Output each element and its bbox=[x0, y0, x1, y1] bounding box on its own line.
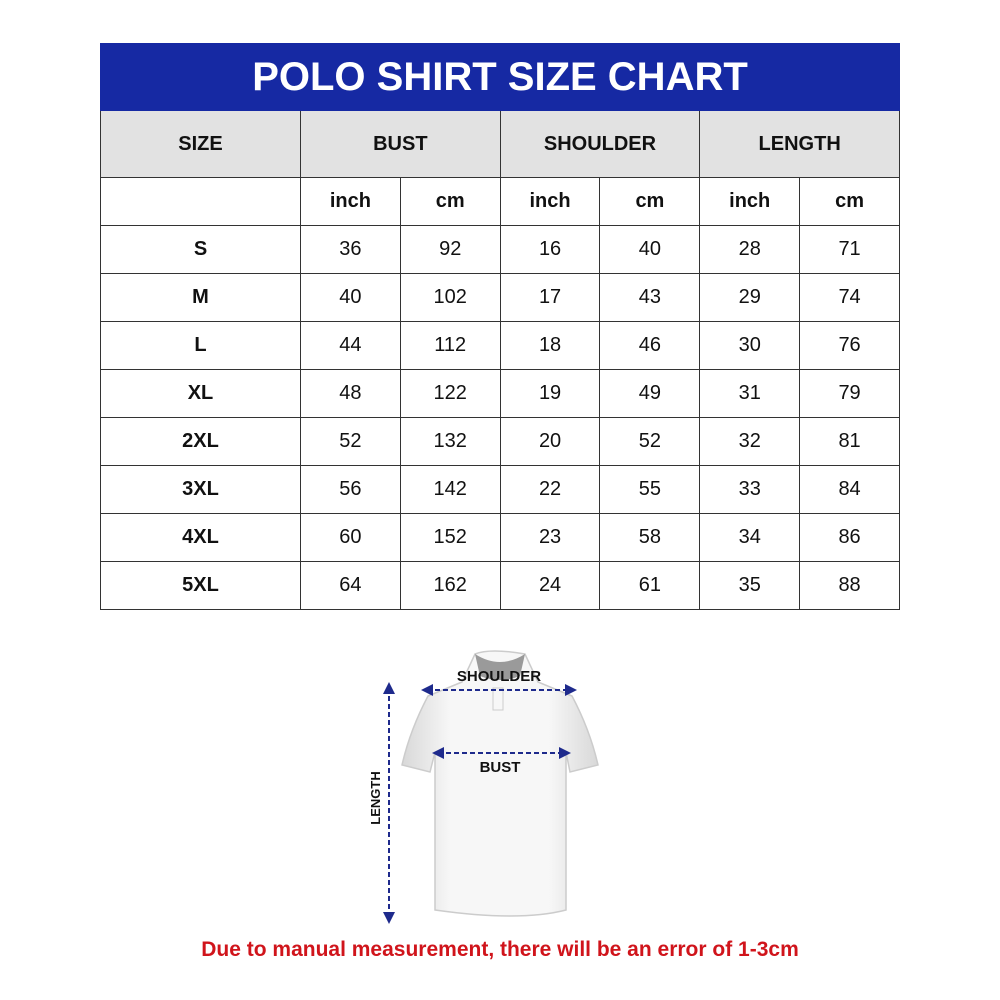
table-row: 3XL 56 142 22 55 33 84 bbox=[100, 465, 900, 514]
value-cell: 17 bbox=[499, 273, 601, 322]
value-cell: 162 bbox=[399, 561, 501, 610]
size-cell: L bbox=[100, 321, 301, 370]
value-cell: 28 bbox=[699, 225, 801, 274]
length-label: LENGTH bbox=[368, 771, 383, 824]
value-cell: 52 bbox=[300, 417, 401, 466]
header-bust: BUST bbox=[300, 110, 501, 178]
size-cell: 4XL bbox=[100, 513, 301, 562]
value-cell: 30 bbox=[699, 321, 801, 370]
value-cell: 40 bbox=[300, 273, 401, 322]
table-row: 2XL 52 132 20 52 32 81 bbox=[100, 417, 900, 466]
value-cell: 29 bbox=[699, 273, 801, 322]
unit-inch: inch bbox=[499, 177, 601, 226]
value-cell: 22 bbox=[499, 465, 601, 514]
value-cell: 76 bbox=[799, 321, 900, 370]
size-cell: 3XL bbox=[100, 465, 301, 514]
value-cell: 79 bbox=[799, 369, 900, 418]
value-cell: 58 bbox=[599, 513, 701, 562]
unit-cm: cm bbox=[399, 177, 501, 226]
value-cell: 132 bbox=[399, 417, 501, 466]
chart-title: POLO SHIRT SIZE CHART bbox=[100, 43, 900, 111]
value-cell: 152 bbox=[399, 513, 501, 562]
unit-cm: cm bbox=[799, 177, 900, 226]
value-cell: 40 bbox=[599, 225, 701, 274]
value-cell: 19 bbox=[499, 369, 601, 418]
value-cell: 36 bbox=[300, 225, 401, 274]
value-cell: 24 bbox=[499, 561, 601, 610]
shoulder-label: SHOULDER bbox=[457, 668, 541, 685]
value-cell: 52 bbox=[599, 417, 701, 466]
value-cell: 71 bbox=[799, 225, 900, 274]
unit-inch: inch bbox=[300, 177, 401, 226]
value-cell: 112 bbox=[399, 321, 501, 370]
size-cell: 5XL bbox=[100, 561, 301, 610]
value-cell: 18 bbox=[499, 321, 601, 370]
table-row: S 36 92 16 40 28 71 bbox=[100, 225, 900, 274]
table-row: 4XL 60 152 23 58 34 86 bbox=[100, 513, 900, 562]
size-cell: 2XL bbox=[100, 417, 301, 466]
value-cell: 55 bbox=[599, 465, 701, 514]
unit-cm: cm bbox=[599, 177, 701, 226]
unit-inch: inch bbox=[699, 177, 801, 226]
value-cell: 74 bbox=[799, 273, 900, 322]
size-chart-table: POLO SHIRT SIZE CHART SIZE BUST SHOULDER… bbox=[100, 43, 900, 610]
table-row: XL 48 122 19 49 31 79 bbox=[100, 369, 900, 418]
value-cell: 33 bbox=[699, 465, 801, 514]
value-cell: 84 bbox=[799, 465, 900, 514]
value-cell: 32 bbox=[699, 417, 801, 466]
value-cell: 61 bbox=[599, 561, 701, 610]
value-cell: 35 bbox=[699, 561, 801, 610]
value-cell: 142 bbox=[399, 465, 501, 514]
value-cell: 34 bbox=[699, 513, 801, 562]
value-cell: 60 bbox=[300, 513, 401, 562]
header-size: SIZE bbox=[100, 110, 301, 178]
measurement-note: Due to manual measurement, there will be… bbox=[201, 938, 799, 961]
table-row: L 44 112 18 46 30 76 bbox=[100, 321, 900, 370]
size-cell: XL bbox=[100, 369, 301, 418]
size-cell: S bbox=[100, 225, 301, 274]
value-cell: 102 bbox=[399, 273, 501, 322]
unit-row: inch cm inch cm inch cm bbox=[100, 177, 900, 226]
size-cell: M bbox=[100, 273, 301, 322]
value-cell: 16 bbox=[499, 225, 601, 274]
value-cell: 56 bbox=[300, 465, 401, 514]
table-row: M 40 102 17 43 29 74 bbox=[100, 273, 900, 322]
table-row: 5XL 64 162 24 61 35 88 bbox=[100, 561, 900, 610]
value-cell: 23 bbox=[499, 513, 601, 562]
shirt-diagram: SHOULDER BUST LENGTH bbox=[368, 650, 599, 924]
value-cell: 81 bbox=[799, 417, 900, 466]
value-cell: 44 bbox=[300, 321, 401, 370]
value-cell: 31 bbox=[699, 369, 801, 418]
value-cell: 86 bbox=[799, 513, 900, 562]
value-cell: 122 bbox=[399, 369, 501, 418]
value-cell: 20 bbox=[499, 417, 601, 466]
empty-cell bbox=[100, 177, 301, 226]
bust-label: BUST bbox=[480, 759, 521, 776]
value-cell: 64 bbox=[300, 561, 401, 610]
header-length: LENGTH bbox=[699, 110, 900, 178]
value-cell: 49 bbox=[599, 369, 701, 418]
value-cell: 43 bbox=[599, 273, 701, 322]
value-cell: 88 bbox=[799, 561, 900, 610]
value-cell: 46 bbox=[599, 321, 701, 370]
header-shoulder: SHOULDER bbox=[499, 110, 701, 178]
value-cell: 48 bbox=[300, 369, 401, 418]
value-cell: 92 bbox=[399, 225, 501, 274]
